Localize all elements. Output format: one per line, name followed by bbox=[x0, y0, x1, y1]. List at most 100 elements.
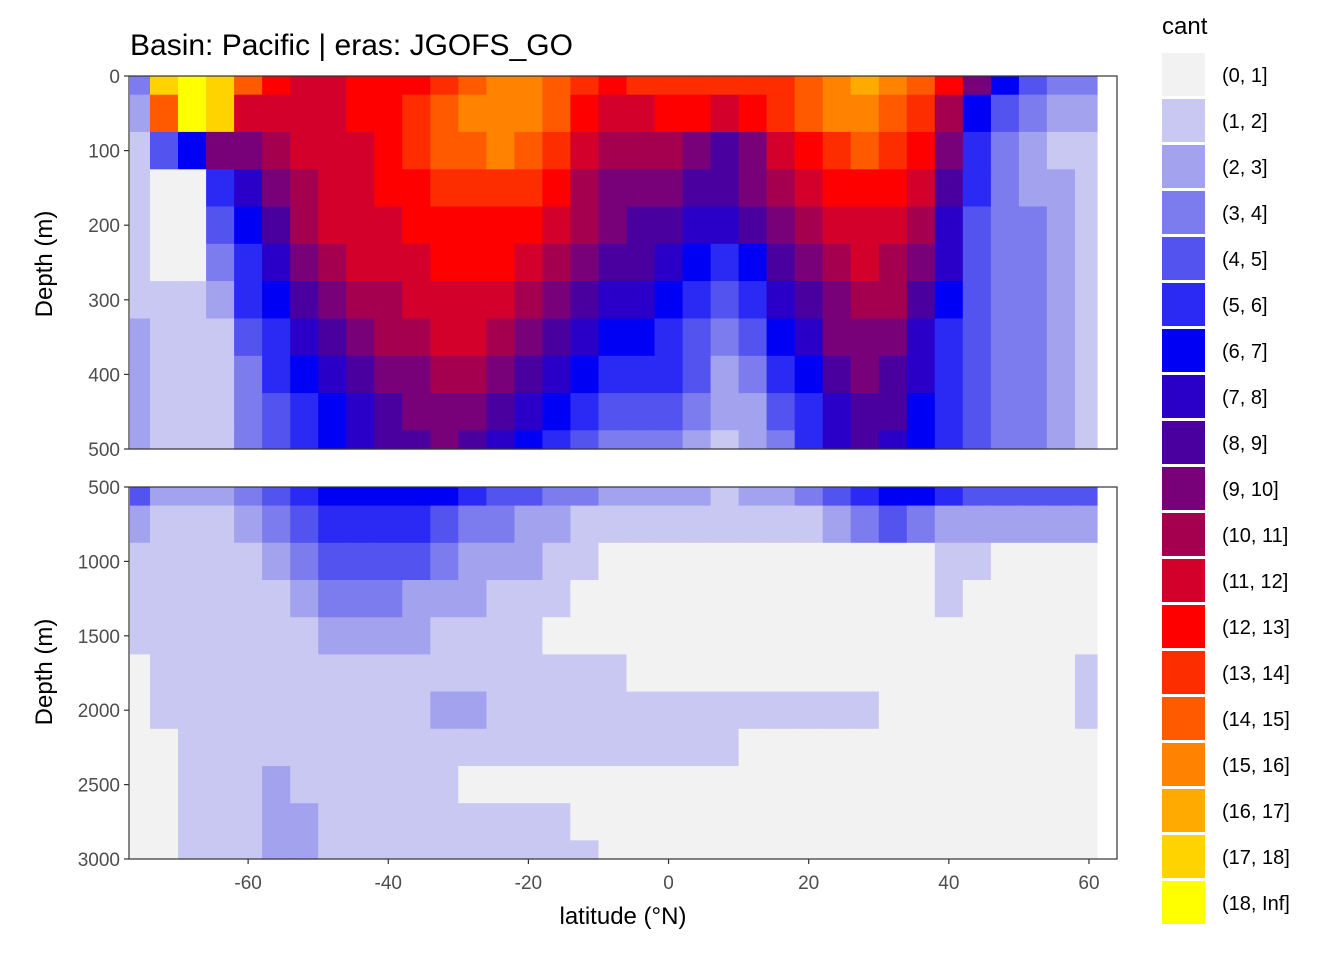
contour-cell bbox=[318, 580, 347, 618]
contour-cell bbox=[878, 243, 908, 282]
contour-cell bbox=[1046, 430, 1076, 450]
contour-cell bbox=[514, 505, 543, 544]
contour-cell bbox=[1018, 840, 1048, 860]
contour-cell bbox=[178, 803, 207, 841]
contour-cell bbox=[374, 76, 403, 96]
contour-cell bbox=[710, 355, 740, 394]
contour-cell bbox=[430, 243, 459, 282]
contour-cell bbox=[542, 243, 571, 282]
contour-cell bbox=[654, 243, 684, 282]
contour-cell bbox=[262, 355, 291, 394]
contour-cell bbox=[178, 542, 207, 581]
contour-cell bbox=[290, 580, 319, 618]
legend-swatch bbox=[1162, 605, 1205, 648]
contour-cell bbox=[654, 654, 684, 693]
contour-cell bbox=[178, 131, 207, 170]
contour-cell bbox=[514, 840, 543, 860]
contour-cell bbox=[1018, 318, 1048, 357]
contour-cell bbox=[290, 487, 319, 507]
contour-cell bbox=[262, 393, 291, 431]
contour-cell bbox=[458, 355, 487, 394]
contour-cell bbox=[374, 505, 403, 544]
contour-cell bbox=[598, 131, 628, 170]
contour-cell bbox=[430, 728, 459, 767]
contour-cell bbox=[794, 393, 824, 431]
legend-label: (5, 6] bbox=[1222, 295, 1268, 317]
contour-cell bbox=[234, 691, 263, 730]
contour-cell bbox=[346, 393, 375, 431]
contour-cell bbox=[150, 803, 179, 841]
contour-cell bbox=[402, 580, 431, 618]
contour-cell bbox=[178, 206, 207, 245]
contour-cell bbox=[710, 691, 740, 730]
contour-cell bbox=[738, 617, 768, 655]
contour-cell bbox=[1018, 131, 1048, 170]
contour-cell bbox=[682, 803, 712, 841]
panel-border bbox=[128, 75, 1118, 450]
contour-cell bbox=[542, 728, 571, 767]
contour-cell bbox=[738, 393, 768, 431]
contour-cell bbox=[766, 617, 796, 655]
contour-cell bbox=[710, 318, 740, 357]
contour-cell bbox=[290, 243, 319, 282]
legend-label: (17, 18] bbox=[1222, 847, 1290, 869]
contour-cell bbox=[130, 243, 151, 282]
contour-cell bbox=[1018, 580, 1048, 618]
contour-cell bbox=[1046, 131, 1076, 170]
contour-cell bbox=[1018, 355, 1048, 394]
contour-cell bbox=[514, 654, 543, 693]
contour-cell bbox=[430, 94, 459, 133]
contour-cell bbox=[130, 281, 151, 319]
contour-cell bbox=[962, 803, 992, 841]
contour-cell bbox=[234, 654, 263, 693]
contour-cell bbox=[654, 393, 684, 431]
contour-cell bbox=[934, 76, 964, 96]
legend-swatch bbox=[1162, 651, 1205, 694]
contour-cell bbox=[626, 393, 656, 431]
contour-cell bbox=[402, 355, 431, 394]
x-axis-ticks: -60 -40 -20 0 20 40 60 bbox=[234, 859, 1100, 894]
contour-cell bbox=[374, 840, 403, 860]
contour-cell bbox=[402, 281, 431, 319]
contour-cell bbox=[682, 487, 712, 507]
contour-cell bbox=[626, 206, 656, 245]
contour-cell bbox=[1018, 505, 1048, 544]
contour-cell bbox=[150, 505, 179, 544]
contour-cell bbox=[430, 281, 459, 319]
contour-cell bbox=[934, 94, 964, 133]
contour-cell bbox=[822, 580, 852, 618]
contour-cell bbox=[458, 505, 487, 544]
contour-cell bbox=[234, 542, 263, 581]
contour-cell bbox=[850, 281, 880, 319]
contour-cell bbox=[710, 206, 740, 245]
contour-cell bbox=[262, 691, 291, 730]
legend-swatch bbox=[1162, 467, 1205, 510]
contour-cell bbox=[1018, 542, 1048, 581]
contour-cell bbox=[206, 318, 235, 357]
contour-cell bbox=[486, 76, 515, 96]
contour-cell bbox=[906, 542, 936, 581]
contour-cell bbox=[570, 487, 599, 507]
contour-cell bbox=[682, 654, 712, 693]
contour-cell bbox=[794, 355, 824, 394]
contour-cell bbox=[458, 76, 487, 96]
contour-cell bbox=[130, 430, 151, 450]
contour-cell bbox=[570, 691, 599, 730]
contour-cell bbox=[178, 430, 207, 450]
legend-swatch bbox=[1162, 835, 1205, 878]
contour-cell bbox=[990, 393, 1020, 431]
contour-cell bbox=[1046, 654, 1076, 693]
contour-cell bbox=[850, 487, 880, 507]
contour-cell bbox=[654, 617, 684, 655]
contour-cell bbox=[206, 131, 235, 170]
contour-cell bbox=[234, 430, 263, 450]
contour-cell bbox=[430, 206, 459, 245]
contour-cell bbox=[626, 617, 656, 655]
contour-cell bbox=[626, 430, 656, 450]
contour-cell bbox=[878, 131, 908, 170]
contour-cell bbox=[990, 617, 1020, 655]
contour-cell bbox=[1046, 355, 1076, 394]
contour-cell bbox=[1075, 318, 1098, 357]
contour-cell bbox=[514, 728, 543, 767]
contour-cell bbox=[738, 505, 768, 544]
